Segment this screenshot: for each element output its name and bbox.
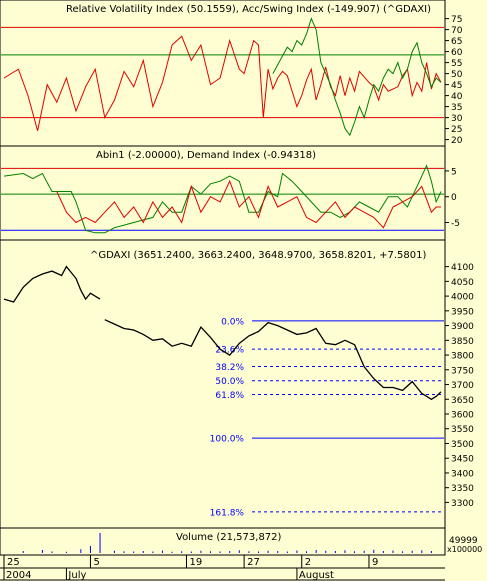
rvi-ytick-label-6: 50 xyxy=(451,70,463,80)
fib-label-5: 100.0% xyxy=(210,435,245,445)
price-ytick-label-4: 3500 xyxy=(451,440,474,450)
price-ytick-label-12: 3900 xyxy=(451,322,474,332)
day-label-0: 25 xyxy=(7,557,20,568)
volume-panel-title: Volume (21,573,872) xyxy=(176,532,282,543)
rvi-ytick-label-1: 25 xyxy=(451,125,462,135)
rvi-ytick-label-9: 65 xyxy=(451,37,462,47)
price-ytick-label-11: 3850 xyxy=(451,337,474,347)
day-label-1: 5 xyxy=(93,557,99,568)
rvi-ytick-label-4: 40 xyxy=(451,92,463,102)
fib-label-0: 0.0% xyxy=(221,317,244,327)
volume-panel-frame xyxy=(0,527,446,556)
abin-ytick-label-0: -5 xyxy=(451,219,460,229)
rvi-ytick-label-8: 60 xyxy=(451,48,463,58)
fib-label-1: 23.6% xyxy=(215,346,244,356)
day-label-4: 2 xyxy=(305,557,311,568)
price-ytick-label-2: 3400 xyxy=(451,469,474,479)
price-series-0-line-1 xyxy=(104,319,442,401)
group-label-2: August xyxy=(299,570,334,581)
rvi-ytick-label-0: 20 xyxy=(451,136,463,146)
price-series-0-line-0 xyxy=(3,265,101,303)
rvi-ytick-label-7: 55 xyxy=(451,59,462,69)
rvi-ytick-label-3: 35 xyxy=(451,103,462,113)
group-label-0: 2004 xyxy=(6,570,31,581)
abin-panel-title: Abin1 (-2.00000), Demand Index (-0.94318… xyxy=(96,150,316,161)
day-label-5: 9 xyxy=(372,557,378,568)
price-ytick-label-0: 3300 xyxy=(451,499,474,509)
price-ytick-label-5: 3550 xyxy=(451,425,474,435)
rvi-ytick-label-11: 75 xyxy=(451,15,462,25)
price-panel-title: ^GDAXI (3651.2400, 3663.2400, 3648.9700,… xyxy=(90,250,426,261)
day-label-2: 19 xyxy=(189,557,202,568)
volume-multiplier-label: x100000 xyxy=(447,545,482,554)
rvi-ytick-label-2: 30 xyxy=(451,114,463,124)
price-ytick-label-1: 3350 xyxy=(451,484,474,494)
day-label-3: 27 xyxy=(247,557,260,568)
rvi-panel-title: Relative Volatility Index (50.1559), Acc… xyxy=(66,4,431,15)
price-ytick-label-13: 3950 xyxy=(451,307,474,317)
price-ytick-label-16: 4100 xyxy=(451,263,474,273)
price-ytick-label-10: 3800 xyxy=(451,352,474,362)
price-ytick-label-14: 4000 xyxy=(451,293,474,303)
abin-ytick-label-2: 5 xyxy=(451,167,457,177)
price-ytick-label-7: 3650 xyxy=(451,396,474,406)
price-ytick-label-9: 3750 xyxy=(451,366,474,376)
fib-label-2: 38.2% xyxy=(215,363,244,373)
price-ytick-label-3: 3450 xyxy=(451,455,474,465)
rvi-series-1-line-0 xyxy=(272,17,442,137)
fib-label-3: 50.0% xyxy=(215,377,244,387)
price-ytick-label-15: 4050 xyxy=(451,278,474,288)
date-axis: 25 5 19 27 2 9 2004 July August xyxy=(3,555,378,581)
group-label-1: July xyxy=(67,570,86,581)
price-ytick-label-6: 3600 xyxy=(451,411,474,421)
fib-label-4: 61.8% xyxy=(215,391,244,401)
price-ytick-label-8: 3700 xyxy=(451,381,474,391)
fib-label-6: 161.8% xyxy=(210,508,245,518)
rvi-series-0-line-0 xyxy=(3,35,442,131)
rvi-ytick-label-10: 70 xyxy=(451,26,463,36)
abin-series-0-line-0 xyxy=(3,164,442,234)
abin-series-1-line-0 xyxy=(56,179,441,229)
volume-tick-label: 49999 xyxy=(449,536,478,546)
abin-ytick-label-1: 0 xyxy=(451,193,457,203)
rvi-ytick-label-5: 45 xyxy=(451,81,462,91)
